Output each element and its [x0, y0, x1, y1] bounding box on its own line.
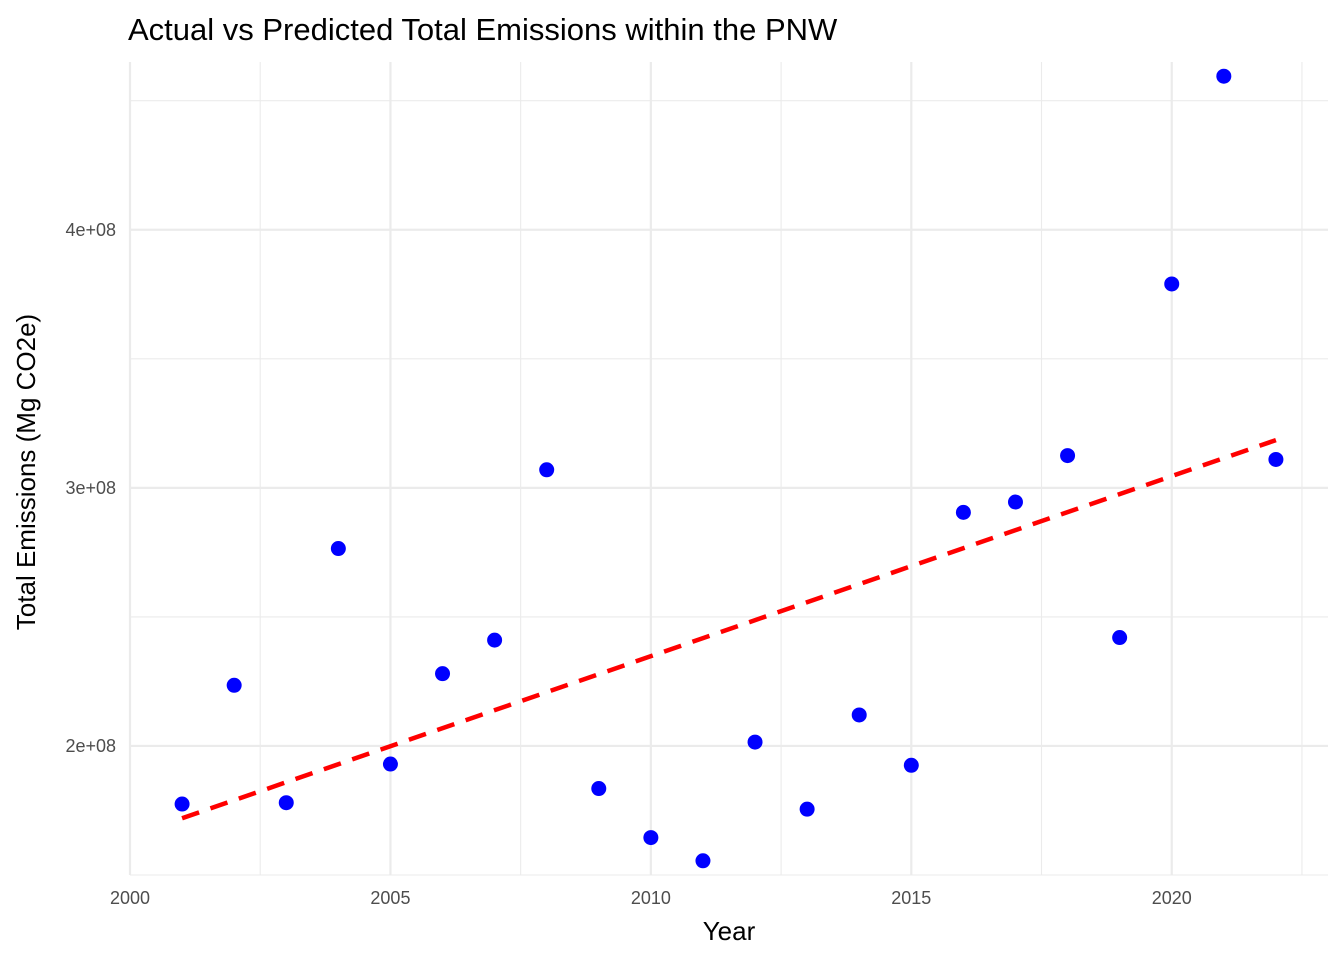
- data-point: [799, 801, 815, 817]
- x-axis-title: Year: [703, 916, 756, 946]
- data-point: [695, 853, 711, 869]
- y-tick-label: 2e+08: [65, 736, 116, 756]
- data-point: [278, 795, 294, 811]
- data-point: [851, 707, 867, 723]
- x-axis-ticks: 2000 2005 2010 2015 2020: [110, 888, 1192, 908]
- data-point: [903, 757, 919, 773]
- grid-lines: [128, 62, 1328, 876]
- x-tick-label: 2010: [631, 888, 671, 908]
- y-tick-label: 4e+08: [65, 220, 116, 240]
- y-axis-title: Total Emissions (Mg CO2e): [11, 314, 41, 630]
- y-tick-label: 3e+08: [65, 478, 116, 498]
- x-tick-label: 2000: [110, 888, 150, 908]
- predicted-trend-line: [181, 437, 1277, 821]
- data-point: [643, 830, 659, 846]
- data-point: [1007, 494, 1023, 510]
- data-point: [330, 541, 346, 557]
- y-axis-ticks: 2e+08 3e+08 4e+08: [65, 220, 116, 756]
- data-points-layer: [174, 68, 1284, 869]
- data-point: [1060, 448, 1076, 464]
- data-point: [591, 781, 607, 797]
- trend-line-layer: [181, 437, 1277, 821]
- data-point: [226, 677, 242, 693]
- data-point: [747, 734, 763, 750]
- x-tick-label: 2005: [370, 888, 410, 908]
- x-tick-label: 2020: [1152, 888, 1192, 908]
- data-point: [1268, 451, 1284, 467]
- data-point: [1216, 68, 1232, 84]
- data-point: [1112, 630, 1128, 646]
- x-tick-label: 2015: [891, 888, 931, 908]
- data-point: [174, 796, 190, 812]
- data-point: [955, 504, 971, 520]
- data-point: [435, 666, 451, 682]
- data-point: [487, 632, 503, 648]
- data-point: [382, 756, 398, 772]
- data-point: [1164, 276, 1180, 292]
- chart-title: Actual vs Predicted Total Emissions with…: [128, 12, 838, 47]
- data-point: [539, 462, 555, 478]
